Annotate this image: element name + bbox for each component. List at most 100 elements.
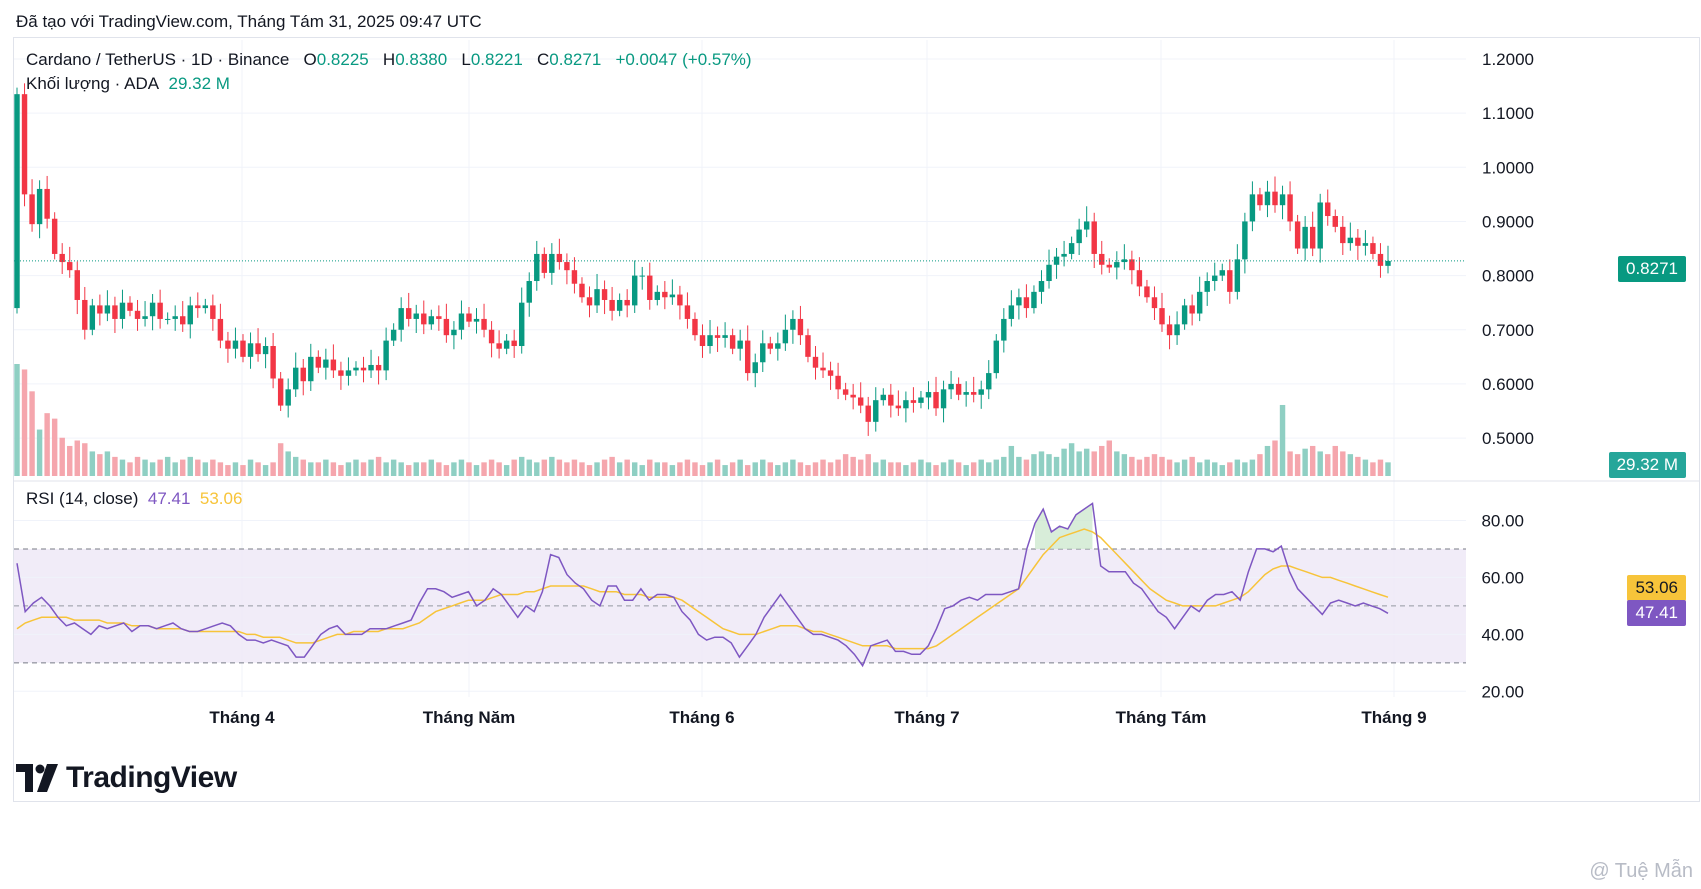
price-tick-label: 0.6000: [1482, 375, 1534, 394]
volume-bar: [624, 459, 630, 476]
volume-bar: [262, 465, 269, 476]
rsi-legend: RSI (14, close) 47.41 53.06: [26, 489, 242, 509]
rsi-tick-label: 60.00: [1481, 568, 1524, 587]
candle-body: [1106, 264, 1112, 268]
volume-bar: [473, 465, 480, 476]
volume-bar: [413, 462, 419, 476]
volume-bar: [1242, 462, 1248, 476]
volume-bar: [496, 462, 502, 476]
candle-body: [1370, 243, 1376, 254]
volume-bar: [714, 459, 721, 476]
volume-bar: [89, 451, 96, 476]
volume-bar: [857, 459, 864, 476]
candle-body: [1355, 237, 1361, 246]
candle-body: [488, 329, 495, 344]
volume-bar: [330, 462, 337, 476]
volume-bar: [315, 462, 322, 476]
volume-bar: [134, 456, 141, 476]
low-label: L: [461, 50, 471, 69]
chart-frame[interactable]: [13, 37, 1700, 802]
volume-bar: [933, 465, 939, 476]
volume-bar: [1196, 462, 1203, 476]
volume-bar: [662, 462, 668, 476]
candle-body: [255, 343, 261, 355]
volume-bar: [873, 462, 879, 476]
candle-body: [812, 356, 819, 368]
candle-body: [579, 283, 585, 298]
rsi-tick-label: 80.00: [1481, 511, 1524, 530]
candle-body: [1008, 305, 1015, 319]
candle-body: [737, 340, 743, 349]
candle-body: [940, 389, 947, 409]
volume-bar: [1136, 459, 1143, 476]
candle-body: [564, 262, 570, 271]
volume-bar: [684, 459, 691, 476]
volume-bar: [767, 462, 774, 476]
candle-body: [925, 392, 932, 398]
rsi-ma-line: [16, 528, 1389, 650]
tradingview-logo[interactable]: TradingView: [16, 760, 237, 796]
volume-bar: [112, 456, 118, 476]
candle-body: [1031, 291, 1037, 309]
volume-bar: [993, 459, 999, 476]
candle-body: [262, 346, 269, 355]
volume-bar: [1309, 445, 1316, 476]
rsi-value: 47.41: [147, 489, 191, 508]
candle-body: [910, 400, 917, 403]
volume-bar: [707, 462, 713, 476]
volume-bar: [579, 462, 585, 476]
candle-body: [390, 329, 397, 341]
volume-bar: [97, 454, 103, 476]
volume-bar: [443, 465, 450, 476]
volume-bar: [1023, 459, 1030, 476]
volume-bar: [398, 462, 404, 476]
volume-bar: [925, 462, 932, 476]
volume-label[interactable]: Khối lượng · ADA: [26, 74, 160, 93]
candle-body: [1151, 297, 1158, 309]
candle-body: [1046, 264, 1052, 282]
candle-body: [903, 400, 909, 409]
close-label: C: [537, 50, 550, 69]
volume-bar: [488, 459, 495, 476]
volume-bar: [1091, 451, 1097, 476]
symbol-name[interactable]: Cardano / TetherUS · 1D · Binance: [26, 50, 290, 69]
price-tick-label: 0.7000: [1482, 321, 1534, 340]
rsi-label[interactable]: RSI (14, close): [26, 489, 139, 508]
candle-body: [820, 367, 826, 371]
volume-bar: [436, 462, 442, 476]
volume-bar: [1174, 462, 1180, 476]
candle-body: [338, 370, 344, 376]
candle-body: [993, 340, 999, 374]
candle-body: [323, 359, 329, 368]
candle-body: [1053, 256, 1060, 265]
last-volume-tag: 29.32 M: [1608, 452, 1686, 478]
candle-body: [82, 299, 88, 330]
volume-bar: [880, 459, 887, 476]
candle-body: [217, 318, 224, 341]
candle-body: [518, 302, 525, 347]
candle-body: [752, 362, 758, 374]
volume-bar: [285, 451, 291, 476]
candle-body: [112, 305, 118, 319]
rsi-tag: 47.41: [1627, 600, 1686, 626]
volume-bar: [383, 462, 389, 476]
candle-body: [654, 291, 661, 300]
rsi-ma-tag: 53.06: [1627, 575, 1686, 601]
candle-body: [247, 343, 254, 357]
volume-bar: [594, 462, 600, 476]
candle-body: [1181, 305, 1188, 325]
tradingview-logo-icon: [16, 764, 58, 792]
volume-bar: [737, 459, 743, 476]
candle-body: [714, 335, 721, 338]
candle-body: [1212, 275, 1218, 282]
candle-body: [29, 194, 35, 225]
candle-body: [74, 270, 80, 300]
volume-bar: [172, 462, 178, 476]
candle-body: [1219, 270, 1225, 276]
volume-bar: [14, 364, 20, 476]
created-with-header: Đã tạo với TradingView.com, Tháng Tám 31…: [16, 12, 482, 31]
volume-bar: [1294, 454, 1301, 476]
volume-bar: [797, 462, 804, 476]
candle-body: [842, 389, 849, 395]
